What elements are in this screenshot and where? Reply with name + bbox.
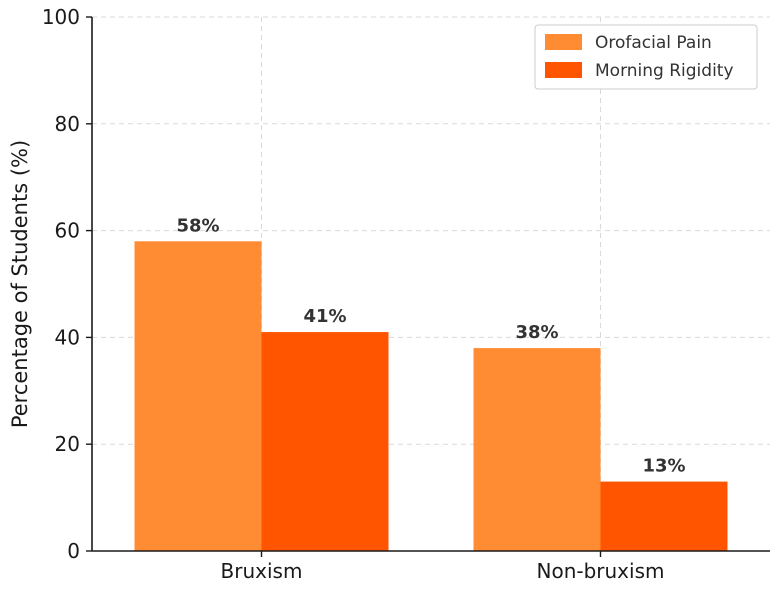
data-label: 38% [515, 322, 558, 343]
x-ticks: Bruxism Non-bruxism [221, 551, 665, 583]
legend: Orofacial Pain Morning Rigidity [534, 24, 758, 90]
legend-label-2: Morning Rigidity [595, 61, 734, 81]
legend-swatch-1 [545, 34, 582, 50]
bar-2 [600, 481, 728, 551]
y-tick-label: 0 [67, 539, 80, 563]
y-axis-title: Percentage of Students (%) [8, 140, 32, 428]
bar-2 [261, 332, 389, 551]
y-tick-label: 100 [42, 5, 80, 29]
legend-swatch-2 [545, 62, 582, 78]
x-tick-label: Bruxism [221, 559, 303, 583]
data-label: 13% [642, 456, 685, 477]
bar-1 [473, 348, 601, 551]
y-tick-label: 20 [55, 432, 80, 456]
data-label: 41% [303, 306, 346, 327]
y-tick-label: 80 [55, 112, 80, 136]
legend-frame [534, 24, 758, 90]
bar-1 [134, 241, 262, 551]
y-tick-label: 40 [55, 325, 80, 349]
y-tick-label: 60 [55, 219, 80, 243]
data-label: 58% [176, 215, 219, 236]
axes [91, 17, 770, 552]
data-labels: 58% 41% 38% 13% [176, 215, 685, 476]
legend-label-1: Orofacial Pain [595, 33, 712, 53]
x-tick-label: Non-bruxism [537, 559, 665, 583]
bars [134, 241, 728, 551]
y-ticks: 0 20 40 60 80 100 [42, 5, 92, 563]
